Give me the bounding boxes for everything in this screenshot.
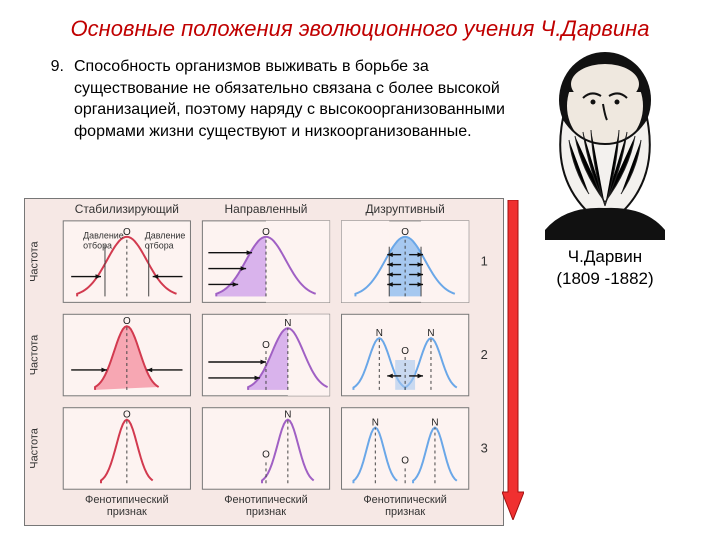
darwin-portrait-icon: [525, 40, 685, 240]
caption-years: (1809 -1882): [556, 269, 653, 288]
list-number: 9.: [28, 56, 74, 78]
svg-text:1: 1: [481, 254, 488, 269]
col-header: Направленный: [225, 202, 308, 216]
y-label: Частота: [28, 240, 40, 281]
svg-text:O: O: [262, 449, 270, 460]
selection-chart: Стабилизирующий Направленный Дизруптивный Ч…: [24, 198, 504, 526]
slide-title: Основные положения эволюционного учения …: [28, 16, 692, 42]
svg-text:N: N: [427, 328, 434, 339]
big-arrow-icon: [502, 200, 524, 520]
svg-text:O: O: [123, 410, 131, 421]
caption-name: Ч.Дарвин: [568, 247, 642, 266]
svg-text:O: O: [123, 227, 131, 238]
svg-text:признак: признак: [385, 506, 425, 518]
svg-text:Фенотипический: Фенотипический: [224, 494, 308, 506]
svg-text:O: O: [401, 346, 409, 357]
svg-text:O: O: [262, 340, 270, 351]
svg-text:O: O: [401, 455, 409, 466]
svg-text:Фенотипический: Фенотипический: [85, 494, 169, 506]
svg-text:Давление: Давление: [83, 231, 124, 241]
svg-text:признак: признак: [246, 506, 286, 518]
svg-text:O: O: [262, 227, 270, 238]
svg-text:3: 3: [481, 440, 488, 455]
svg-text:O: O: [401, 227, 409, 238]
portrait: Ч.Дарвин (1809 -1882): [520, 40, 690, 290]
svg-text:отбора: отбора: [145, 241, 174, 251]
svg-text:N: N: [376, 328, 383, 339]
svg-text:отбора: отбора: [83, 241, 112, 251]
col-header: Стабилизирующий: [75, 202, 179, 216]
svg-text:N: N: [284, 410, 291, 421]
paragraph: Способность организмов выживать в борьбе…: [74, 56, 514, 142]
svg-text:N: N: [431, 418, 438, 429]
svg-text:O: O: [123, 316, 131, 327]
svg-text:Фенотипический: Фенотипический: [363, 494, 447, 506]
y-label: Частота: [28, 334, 40, 375]
svg-text:признак: признак: [107, 506, 147, 518]
col-header: Дизруптивный: [365, 202, 444, 216]
svg-text:N: N: [284, 318, 291, 329]
svg-text:Давление: Давление: [145, 231, 186, 241]
svg-text:N: N: [372, 418, 379, 429]
svg-text:2: 2: [481, 347, 488, 362]
y-label: Частота: [28, 427, 40, 468]
